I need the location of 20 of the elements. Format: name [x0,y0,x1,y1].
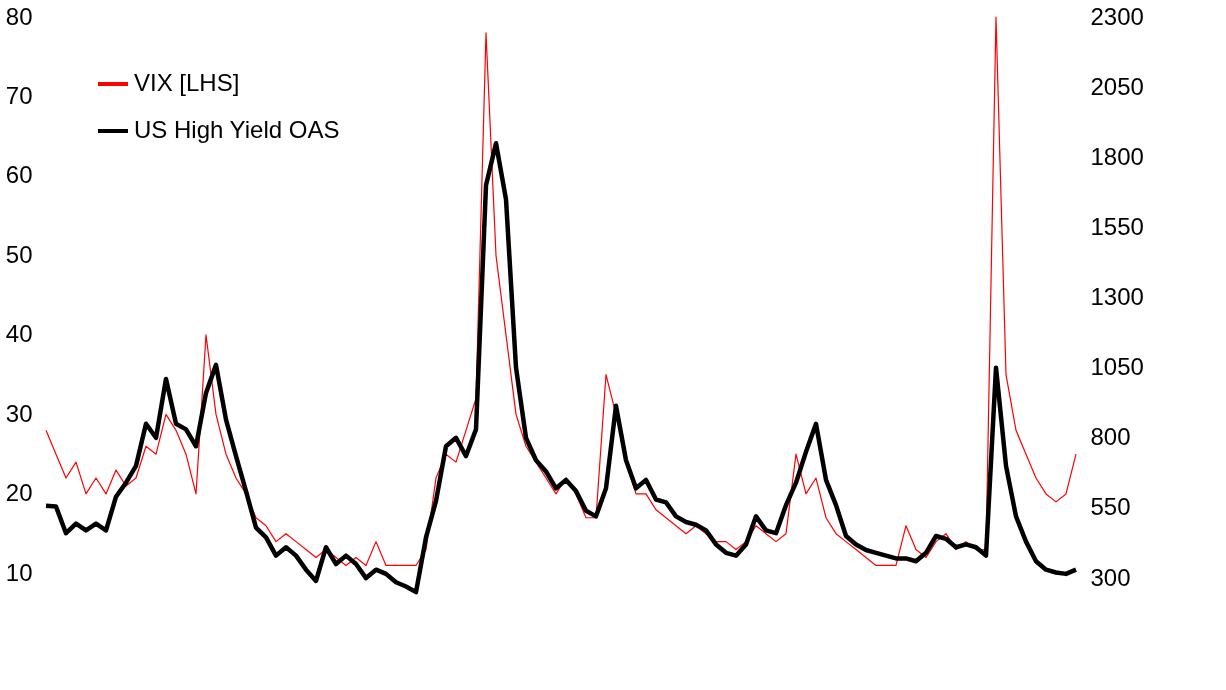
y-tick-label: 30 [5,399,33,427]
y-tick-label: 60 [5,161,33,189]
y2-tick-label: 1550 [1090,212,1144,240]
y2-tick-label: 800 [1090,423,1131,451]
y2-tick-label: 2300 [1090,2,1144,30]
y-tick-label: 50 [5,240,33,268]
y-tick-label: 70 [5,81,33,109]
y2-tick-label: 550 [1090,493,1131,521]
y-tick-label: 40 [5,320,33,348]
y2-tick-label: 2050 [1090,72,1144,100]
y-tick-label: 20 [5,479,33,507]
y2-tick-label: 300 [1090,563,1131,591]
y2-tick-label: 1800 [1090,142,1144,170]
y2-tick-label: 1050 [1090,353,1144,381]
y-tick-label: 80 [5,2,33,30]
y-tick-label: 10 [5,558,33,586]
legend-label: US High Yield OAS [134,116,340,143]
y2-tick-label: 1300 [1090,283,1144,311]
line-series [45,16,1077,567]
legend-label: VIX [LHS] [134,69,240,96]
